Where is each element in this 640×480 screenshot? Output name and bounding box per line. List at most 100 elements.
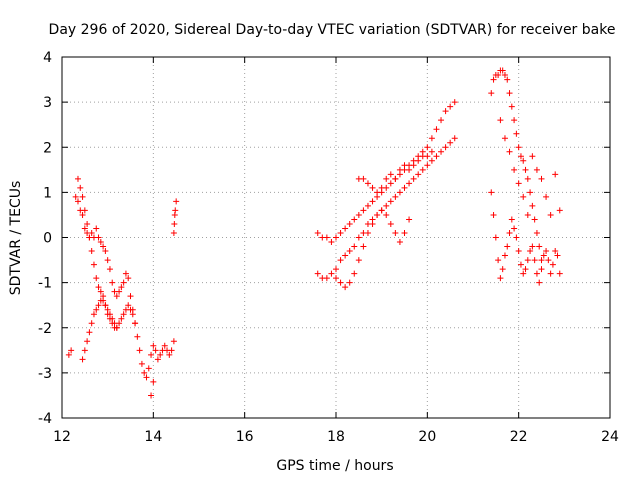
- data-point: [166, 351, 173, 358]
- data-point: [401, 184, 408, 191]
- axis-ticks: [61, 56, 611, 419]
- data-point: [501, 72, 508, 79]
- data-point: [77, 184, 84, 191]
- data-point: [374, 189, 381, 196]
- data-point: [517, 153, 524, 160]
- data-point: [314, 270, 321, 277]
- data-point: [102, 248, 109, 255]
- data-point: [337, 257, 344, 264]
- data-point: [547, 211, 554, 218]
- data-point: [428, 157, 435, 164]
- data-point: [447, 139, 454, 146]
- data-point: [342, 284, 349, 291]
- data-point: [438, 148, 445, 155]
- data-point: [492, 234, 499, 241]
- data-point: [88, 248, 95, 255]
- data-point: [314, 229, 321, 236]
- data-point: [154, 356, 161, 363]
- data-points: [65, 67, 563, 399]
- data-point: [88, 320, 95, 327]
- data-point: [524, 257, 531, 264]
- data-point: [378, 184, 385, 191]
- data-point: [342, 225, 349, 232]
- data-point: [495, 72, 502, 79]
- data-point: [536, 243, 543, 250]
- data-point: [328, 270, 335, 277]
- data-point: [410, 162, 417, 169]
- data-point: [488, 189, 495, 196]
- data-point: [538, 266, 545, 273]
- series: [170, 198, 180, 236]
- data-point: [120, 311, 127, 318]
- data-point: [364, 229, 371, 236]
- data-point: [95, 302, 102, 309]
- data-point: [501, 252, 508, 259]
- data-point: [104, 306, 111, 313]
- series: [74, 175, 120, 331]
- data-point: [172, 207, 179, 214]
- data-point: [93, 225, 100, 232]
- data-point: [109, 279, 116, 286]
- data-point: [170, 338, 177, 345]
- data-point: [109, 315, 116, 322]
- data-point: [143, 374, 150, 381]
- data-point: [499, 266, 506, 273]
- data-point: [323, 234, 330, 241]
- data-point: [451, 99, 458, 106]
- data-point: [93, 275, 100, 282]
- data-point: [529, 202, 536, 209]
- data-point: [337, 279, 344, 286]
- data-point: [323, 275, 330, 282]
- data-point: [506, 229, 513, 236]
- data-point: [545, 257, 552, 264]
- data-point: [369, 198, 376, 205]
- data-point: [504, 76, 511, 83]
- data-point: [127, 293, 134, 300]
- chart-title: Day 296 of 2020, Sidereal Day-to-day VTE…: [49, 22, 616, 38]
- data-point: [387, 180, 394, 187]
- series: [65, 297, 139, 363]
- data-point: [355, 257, 362, 264]
- data-point: [442, 108, 449, 115]
- x-tick-label: 24: [601, 429, 619, 445]
- data-point: [65, 351, 72, 358]
- data-point: [547, 270, 554, 277]
- data-point: [81, 207, 88, 214]
- data-point: [515, 144, 522, 151]
- data-point: [161, 342, 168, 349]
- data-point: [543, 193, 550, 200]
- data-point: [556, 207, 563, 214]
- data-point: [387, 171, 394, 178]
- data-point: [433, 153, 440, 160]
- data-point: [125, 302, 132, 309]
- data-point: [392, 175, 399, 182]
- data-point: [168, 347, 175, 354]
- data-point: [533, 166, 540, 173]
- y-tick-label: 1: [43, 185, 52, 201]
- data-point: [95, 284, 102, 291]
- data-point: [351, 216, 358, 223]
- data-point: [369, 220, 376, 227]
- data-point: [97, 239, 104, 246]
- data-point: [508, 216, 515, 223]
- data-point: [504, 243, 511, 250]
- series: [497, 117, 563, 218]
- data-point: [333, 234, 339, 241]
- data-point: [522, 166, 529, 173]
- data-point: [95, 234, 102, 241]
- data-point: [552, 248, 559, 255]
- data-point: [120, 279, 127, 286]
- data-point: [369, 184, 376, 191]
- data-point: [438, 117, 445, 124]
- data-point: [346, 248, 353, 255]
- data-point: [552, 171, 559, 178]
- data-point: [351, 243, 358, 250]
- data-point: [90, 261, 97, 268]
- data-point: [360, 243, 367, 250]
- data-point: [392, 229, 399, 236]
- data-point: [79, 356, 86, 363]
- y-axis-label: SDTVAR / TECUs: [8, 181, 24, 296]
- data-point: [533, 229, 540, 236]
- data-point: [84, 338, 91, 345]
